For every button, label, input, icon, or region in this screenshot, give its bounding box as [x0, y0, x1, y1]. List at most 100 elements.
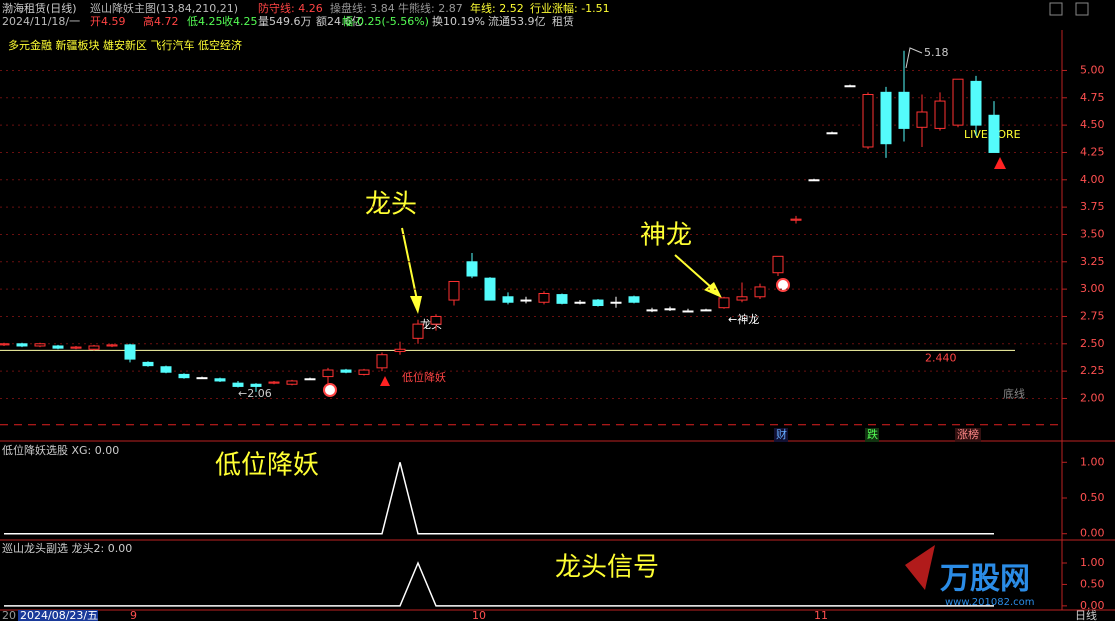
candle-body: [466, 261, 478, 277]
stock-name: 渤海租赁(日线): [2, 1, 77, 15]
candle-body: [844, 85, 856, 88]
candle-body: [106, 344, 118, 347]
turnover: 换10.19%: [432, 14, 485, 28]
cursor-date-box: [18, 610, 98, 621]
window-button[interactable]: [1049, 2, 1063, 16]
annotation: 神龙: [640, 221, 692, 251]
candle-body: [808, 179, 820, 182]
y-tick-label: 3.75: [1080, 200, 1105, 213]
volume: 量549.6万: [258, 15, 312, 28]
candle-body: [394, 348, 406, 352]
sectors: 多元金融 新疆板块 雄安新区 飞行汽车 低空经济: [8, 38, 242, 52]
y-tick-label: 3.00: [1080, 282, 1105, 295]
x-tick-label: 11: [814, 609, 828, 621]
candle-body: [772, 255, 784, 274]
tag[interactable]: 跌: [867, 427, 878, 441]
panel-title: 巡山龙头副选 龙头2: 0.00: [2, 542, 132, 555]
x-tick-label: 10: [472, 609, 486, 621]
candle-body: [214, 378, 226, 382]
candle-body: [718, 297, 730, 309]
y-tick-label: 0.50: [1080, 491, 1105, 504]
operate-line: 操盘线: 3.84: [330, 1, 395, 15]
candle-body: [160, 366, 172, 373]
candle-body: [268, 381, 280, 384]
y-tick-label: 3.50: [1080, 227, 1105, 240]
candle-body: [70, 346, 82, 349]
close: 收4.25: [222, 14, 258, 28]
logo-icon: [905, 545, 935, 590]
defense-line: 防守线: 4.26: [258, 1, 323, 15]
candle-body: [538, 292, 550, 303]
y-tick-label: 0.00: [1080, 599, 1105, 612]
candle-body: [286, 380, 298, 385]
candle-body: [898, 91, 910, 129]
tag-box[interactable]: [774, 428, 788, 442]
y-tick-label: 4.25: [1080, 145, 1105, 158]
open: 开4.59: [90, 15, 126, 28]
y-tick-label: 1.00: [1080, 455, 1105, 468]
arrowhead: [704, 282, 722, 298]
candle-body: [952, 78, 964, 126]
candle-body: [52, 345, 64, 349]
window-button[interactable]: [1075, 2, 1089, 16]
y-tick-label: 4.75: [1080, 91, 1105, 104]
signal-label: ←神龙: [728, 312, 759, 326]
candle-body: [520, 299, 532, 302]
high-label: 5.18: [924, 46, 949, 59]
y-tick-label: 2.25: [1080, 364, 1105, 377]
candle-body: [970, 80, 982, 126]
candle-body: [430, 315, 442, 325]
annotation: 龙头信号: [555, 553, 659, 583]
floor-label: 底线: [1003, 387, 1025, 401]
arrow: [401, 227, 418, 301]
candle-body: [934, 100, 946, 129]
candle-body: [322, 369, 334, 378]
candle-body: [610, 301, 622, 304]
industry-change: 行业涨幅: -1.51: [530, 2, 610, 15]
candle-body: [502, 296, 514, 303]
annotation: 龙头: [365, 190, 417, 220]
candle-body: [0, 343, 10, 346]
candle-body: [826, 132, 838, 135]
candle-body: [88, 345, 100, 350]
candle-body: [34, 343, 46, 347]
candle-body: [178, 373, 190, 379]
tag[interactable]: 财: [776, 427, 787, 441]
candle-body: [916, 111, 928, 128]
date: 2024/11/18/一: [2, 15, 80, 28]
candle-body: [592, 299, 604, 307]
candle-body: [736, 296, 748, 301]
y-tick-label: 5.00: [1080, 63, 1105, 76]
signal-label: 低位降妖: [402, 370, 446, 384]
tag-box[interactable]: [865, 428, 879, 442]
signal-circle: [776, 278, 790, 292]
high-pointer: [905, 47, 923, 69]
y-tick-label: 2.50: [1080, 337, 1105, 350]
tag-box[interactable]: [955, 428, 981, 442]
candle-body: [880, 91, 892, 145]
signal-line: [4, 462, 994, 535]
candle-body: [574, 301, 586, 304]
float-cap: 流通53.9亿: [488, 14, 546, 28]
indicator-name: 巡山降妖主图(13,84,210,21): [90, 1, 238, 15]
arrowhead: [410, 296, 422, 314]
y-tick-label: 2.75: [1080, 309, 1105, 322]
candle-body: [790, 218, 802, 221]
panel-title: 低位降妖选股 XG: 0.00: [2, 443, 119, 457]
candle-body: [628, 296, 640, 303]
y-tick-label: 0.00: [1080, 527, 1105, 540]
candle-body: [484, 277, 496, 301]
reference-label: 2.440: [925, 351, 957, 364]
candle-body: [124, 344, 136, 360]
candle-body: [682, 310, 694, 313]
period: 日线: [1075, 608, 1097, 621]
candle-body: [862, 94, 874, 148]
y-tick-label: 4.50: [1080, 118, 1105, 131]
y-tick-label: 1.00: [1080, 556, 1105, 569]
arrow: [674, 254, 713, 289]
year-line: 年线: 2.52: [470, 1, 524, 15]
signal-line: [4, 561, 994, 607]
tag[interactable]: 涨榜: [957, 427, 979, 441]
bull-bear-line: 牛熊线: 2.87: [398, 1, 463, 15]
logo: 万股网: [940, 562, 1030, 597]
